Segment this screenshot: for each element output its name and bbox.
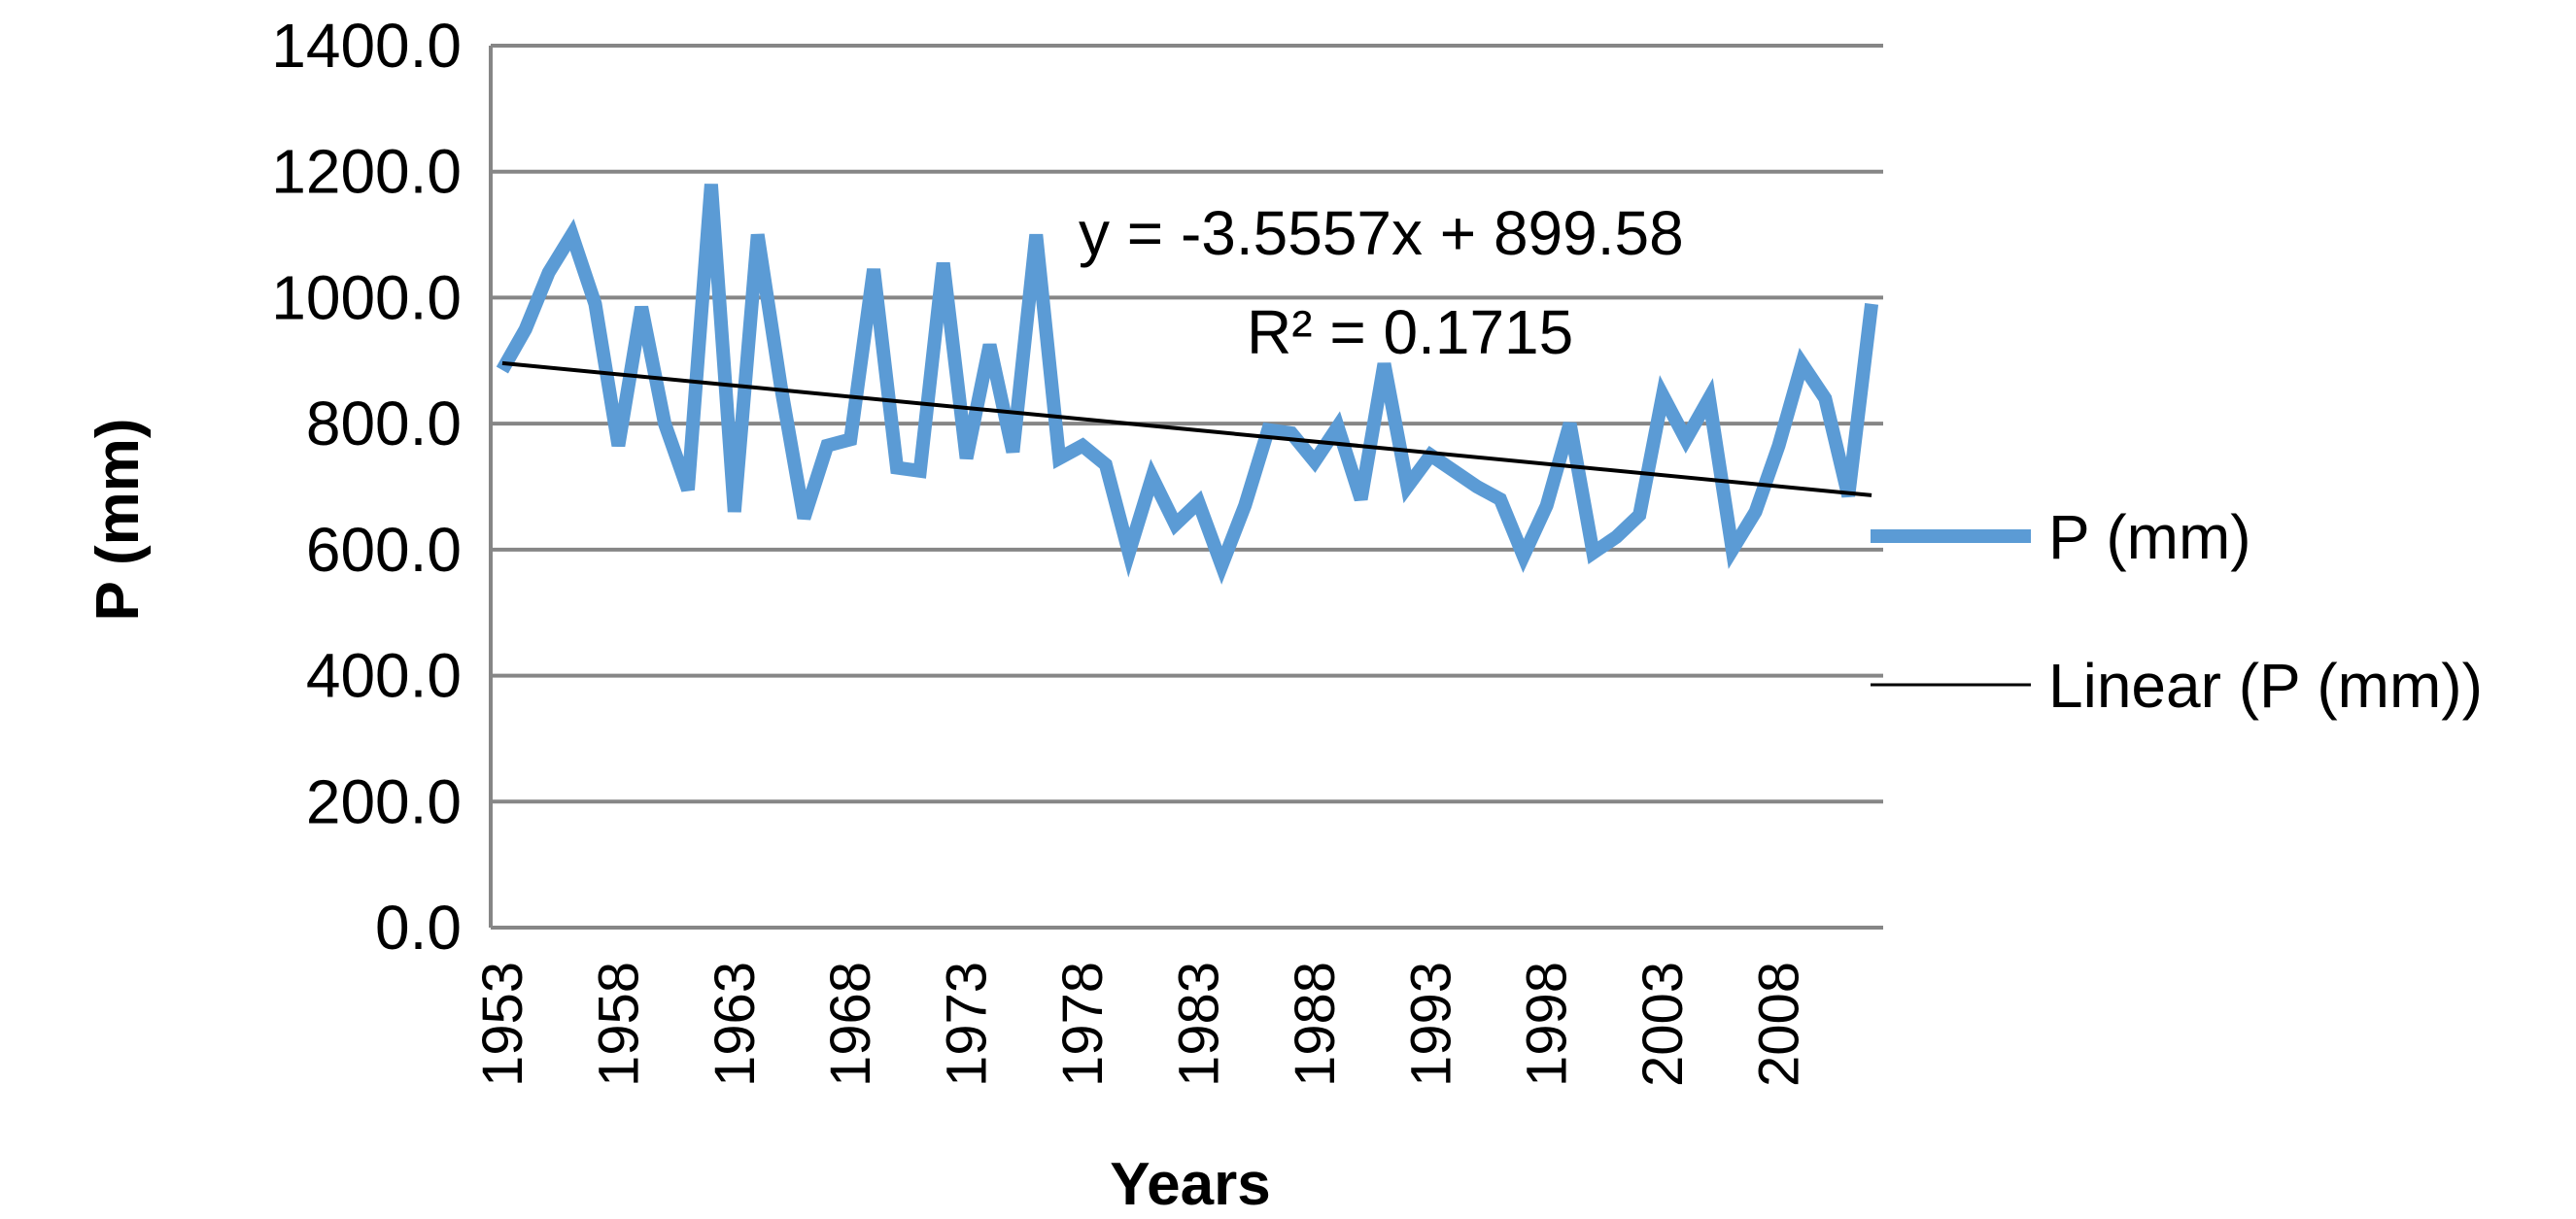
y-tick-label: 400.0 [306, 641, 462, 711]
trendline-equation: y = -3.5557x + 899.58 [1079, 198, 1684, 268]
y-tick-label: 200.0 [306, 766, 462, 836]
y-axis-ticks: 0.0 200.0 400.0 600.0 800.0 1000.0 1200.0 1400.… [271, 11, 462, 963]
x-tick-label: 1988 [1284, 962, 1347, 1087]
trendline-r-squared: R² = 0.1715 [1247, 297, 1573, 367]
x-tick-label: 2008 [1748, 962, 1811, 1087]
y-tick-label: 1000.0 [271, 262, 462, 332]
x-tick-label: 1978 [1051, 962, 1115, 1087]
x-axis-ticks: 1953 1958 1963 1968 1973 1978 1983 1988 1993 1998… [471, 962, 1811, 1087]
series-line [496, 184, 1879, 585]
y-tick-label: 1200.0 [271, 137, 462, 207]
y-axis-title: P (mm) [85, 418, 152, 621]
x-tick-label: 1968 [819, 962, 882, 1087]
legend-label-series: P (mm) [2048, 502, 2251, 572]
x-tick-label: 1953 [471, 962, 534, 1087]
x-tick-label: 1958 [587, 962, 650, 1087]
gridlines [489, 44, 1883, 930]
plot-area [496, 184, 1879, 585]
x-tick-label: 1993 [1399, 962, 1462, 1087]
y-tick-label: 1400.0 [271, 11, 462, 81]
legend-label-trend: Linear (P (mm)) [2048, 651, 2483, 721]
y-tick-label: 0.0 [375, 893, 462, 963]
y-tick-label: 600.0 [306, 515, 462, 585]
x-tick-label: 1983 [1167, 962, 1230, 1087]
x-tick-label: 2003 [1631, 962, 1695, 1087]
y-tick-label: 800.0 [306, 389, 462, 458]
legend: P (mm) Linear (P (mm)) [1871, 502, 2483, 721]
x-tick-label: 1998 [1516, 962, 1579, 1087]
x-tick-label: 1963 [704, 962, 767, 1087]
x-axis-title: Years [1110, 1151, 1271, 1218]
trendline [501, 360, 1872, 497]
x-tick-label: 1973 [936, 962, 999, 1087]
